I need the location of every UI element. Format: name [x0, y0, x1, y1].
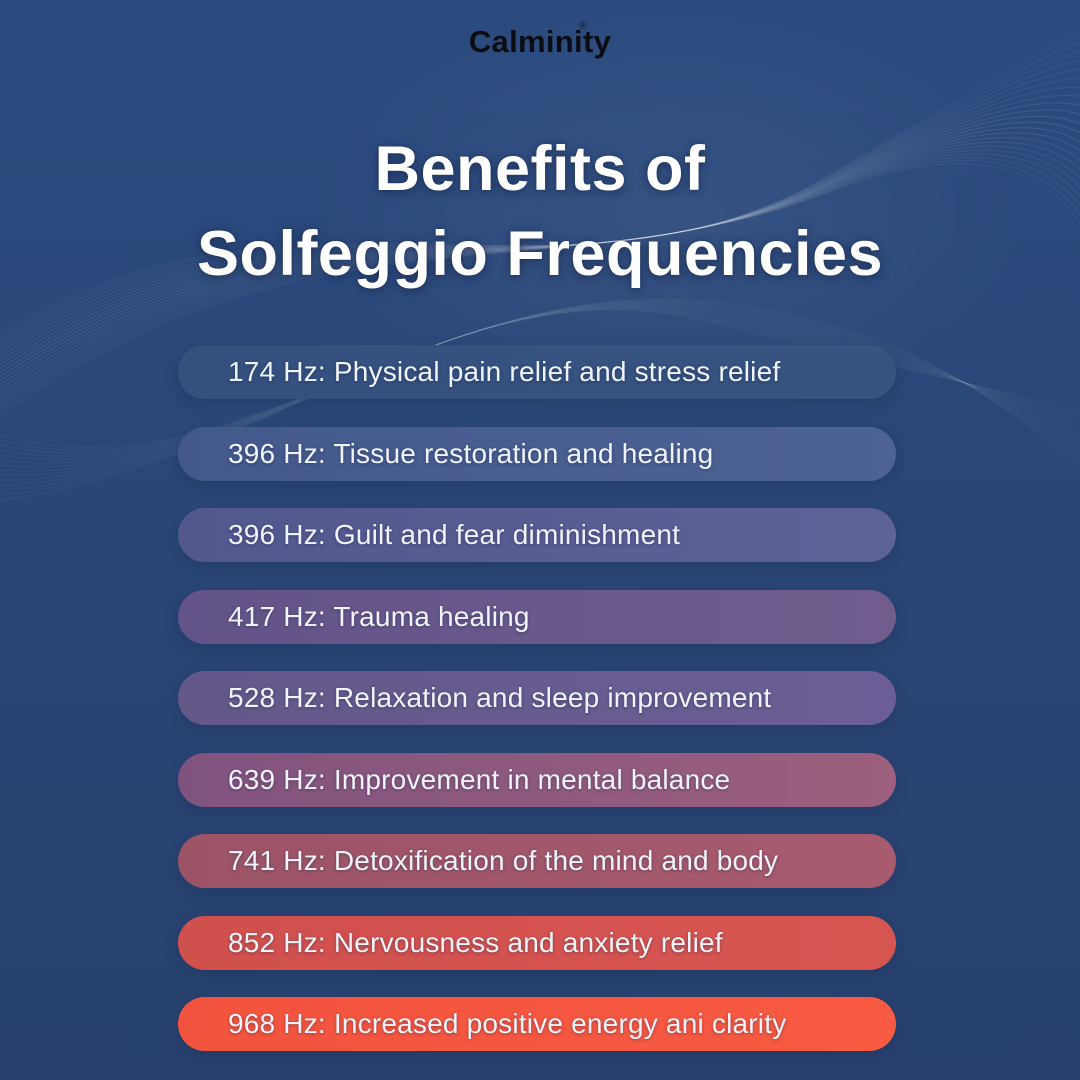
frequency-benefit-item: 528 Hz: Relaxation and sleep improvement — [178, 671, 896, 725]
brand-logo-text: Calminity — [468, 24, 612, 59]
frequency-benefit-item: 174 Hz: Physical pain relief and stress … — [178, 345, 896, 399]
frequency-benefit-item: 968 Hz: Increased positive energy ani cl… — [178, 997, 896, 1051]
frequency-benefit-label: 968 Hz: Increased positive energy ani cl… — [228, 1008, 787, 1039]
frequency-benefit-label: 417 Hz: Trauma healing — [228, 600, 530, 632]
frequency-benefit-item: 396 Hz: Tissue restoration and healing — [178, 426, 896, 481]
frequency-benefit-label: 396 Hz: Tissue restoration and healing — [228, 437, 714, 469]
frequency-benefit-item: 417 Hz: Trauma healing — [178, 589, 896, 644]
frequency-benefit-label: 528 Hz: Relaxation and sleep improvement — [228, 682, 772, 713]
title-line-2: Solfeggio Frequencies — [196, 219, 884, 289]
brand-logo-wrap: Calminity ® — [468, 20, 612, 60]
brand-logo: Calminity ® — [0, 20, 1080, 60]
frequency-benefit-label: 741 Hz: Detoxification of the mind and b… — [228, 845, 779, 876]
registered-trademark-icon: ® — [578, 20, 588, 32]
frequency-benefit-item: 741 Hz: Detoxification of the mind and b… — [178, 834, 896, 888]
frequency-benefit-list: 174 Hz: Physical pain relief and stress … — [178, 345, 896, 1051]
page-title: Benefits of Solfeggio Frequencies — [0, 127, 1080, 297]
frequency-benefit-label: 396 Hz: Guilt and fear diminishment — [228, 519, 681, 550]
frequency-benefit-label: 174 Hz: Physical pain relief and stress … — [228, 356, 781, 387]
frequency-benefit-label: 852 Hz: Nervousness and anxiety relief — [228, 926, 723, 958]
title-line-1: Benefits of — [374, 134, 706, 204]
frequency-benefit-item: 396 Hz: Guilt and fear diminishment — [178, 508, 896, 562]
frequency-benefit-item: 639 Hz: Improvement in mental balance — [178, 752, 896, 807]
frequency-benefit-label: 639 Hz: Improvement in mental balance — [228, 763, 731, 795]
frequency-benefit-item: 852 Hz: Nervousness and anxiety relief — [178, 915, 896, 970]
